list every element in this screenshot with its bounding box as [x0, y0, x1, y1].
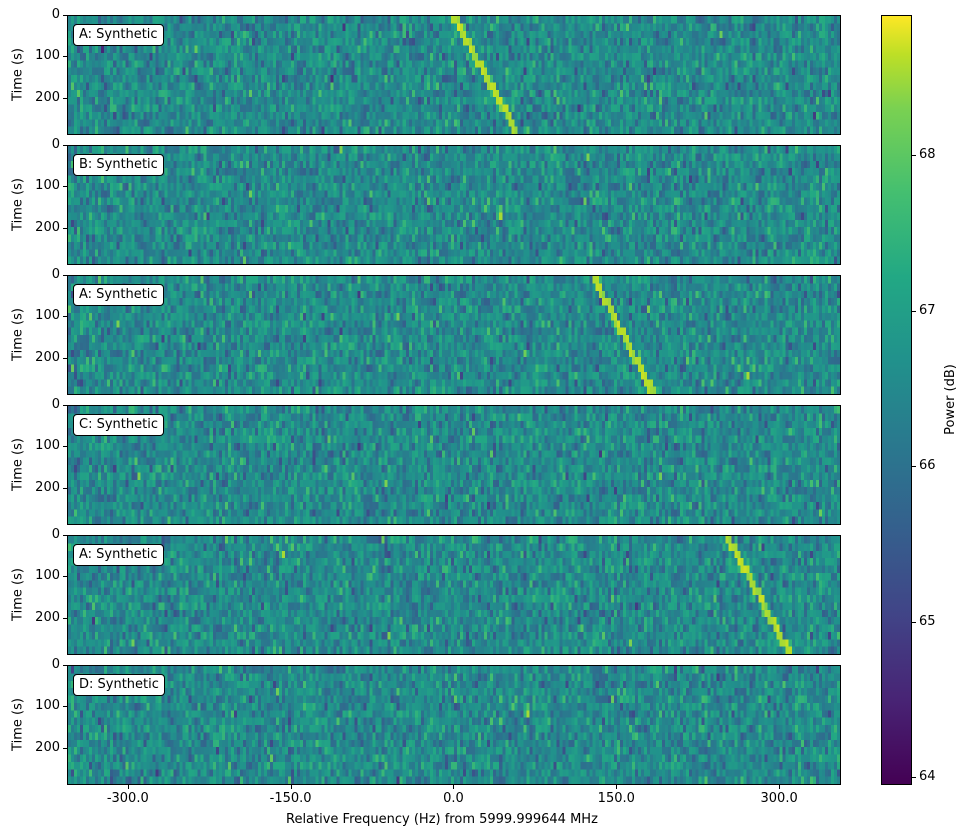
- colorbar-tick-mark: [912, 155, 916, 156]
- y-tick-mark: [63, 665, 67, 666]
- y-tick-mark: [63, 357, 67, 359]
- colorbar-tick-mark: [912, 621, 916, 623]
- waterfall-heatmap: [68, 146, 840, 264]
- x-tick-mark: [616, 785, 618, 789]
- y-tick-mark: [63, 145, 67, 146]
- panel-label: A: Synthetic: [73, 284, 164, 306]
- y-tick-label: 0: [51, 137, 60, 152]
- waterfall-heatmap: [68, 666, 840, 784]
- y-tick-label: 100: [35, 568, 60, 584]
- waterfall-heatmap: [68, 16, 840, 134]
- y-tick-label: 0: [51, 657, 60, 672]
- y-tick-mark: [63, 446, 67, 448]
- panel-label: C: Synthetic: [73, 414, 164, 436]
- y-tick-mark: [63, 227, 67, 229]
- y-tick-mark: [63, 275, 67, 276]
- y-tick-label: 200: [35, 349, 60, 365]
- panel-label: D: Synthetic: [73, 674, 165, 696]
- x-tick-mark: [453, 785, 455, 789]
- colorbar-tick-mark: [912, 777, 916, 779]
- x-tick-label: -150.0: [269, 791, 312, 806]
- y-tick-mark: [63, 97, 67, 99]
- waterfall-panel: A: Synthetic: [67, 535, 841, 655]
- waterfall-panel: B: Synthetic: [67, 145, 841, 265]
- y-axis-label: Time (s): [10, 178, 26, 231]
- y-tick-label: 100: [35, 308, 60, 324]
- waterfall-panel: C: Synthetic: [67, 405, 841, 525]
- colorbar-tick-label: 66: [919, 458, 936, 474]
- waterfall-panel: A: Synthetic: [67, 275, 841, 395]
- colorbar-tick-label: 67: [919, 302, 936, 318]
- waterfall-heatmap: [68, 406, 840, 524]
- panel-label: A: Synthetic: [73, 24, 164, 46]
- y-tick-label: 100: [35, 698, 60, 714]
- colorbar-tick-label: 65: [919, 613, 936, 629]
- y-axis-label: Time (s): [10, 48, 26, 101]
- y-tick-mark: [63, 576, 67, 578]
- panel-label: B: Synthetic: [73, 154, 164, 176]
- x-tick-mark: [127, 785, 129, 789]
- y-tick-mark: [63, 405, 67, 406]
- colorbar-tick-mark: [912, 310, 916, 312]
- waterfall-heatmap: [68, 276, 840, 394]
- y-axis-label: Time (s): [10, 438, 26, 491]
- y-tick-mark: [63, 15, 67, 16]
- x-tick-label: 300.0: [760, 791, 798, 806]
- colorbar-tick-label: 68: [919, 147, 936, 162]
- y-tick-mark: [63, 487, 67, 489]
- y-tick-label: 200: [35, 609, 60, 625]
- y-tick-label: 200: [35, 89, 60, 105]
- y-axis-label: Time (s): [10, 698, 26, 751]
- y-tick-label: 100: [35, 438, 60, 454]
- colorbar-tick-label: 64: [919, 769, 936, 785]
- x-tick-mark: [290, 785, 292, 789]
- y-tick-mark: [63, 186, 67, 188]
- y-tick-label: 200: [35, 219, 60, 235]
- y-tick-label: 100: [35, 48, 60, 64]
- y-tick-label: 200: [35, 479, 60, 495]
- y-tick-label: 0: [51, 267, 60, 282]
- y-tick-mark: [63, 535, 67, 536]
- colorbar-label: Power (dB): [942, 364, 958, 435]
- x-tick-label: -300.0: [106, 791, 149, 806]
- y-tick-mark: [63, 706, 67, 708]
- waterfall-heatmap: [68, 536, 840, 654]
- x-axis-label: Relative Frequency (Hz) from 5999.999644…: [286, 812, 598, 827]
- y-axis-label: Time (s): [10, 568, 26, 621]
- x-tick-label: 150.0: [597, 791, 635, 806]
- x-tick-mark: [779, 785, 781, 789]
- y-tick-mark: [63, 316, 67, 318]
- y-tick-label: 0: [51, 7, 60, 22]
- x-tick-label: 0.0: [443, 791, 464, 806]
- y-tick-mark: [63, 747, 67, 749]
- y-axis-label: Time (s): [10, 308, 26, 361]
- panel-label: A: Synthetic: [73, 544, 164, 566]
- y-tick-label: 0: [51, 527, 60, 542]
- colorbar-tick-mark: [912, 466, 916, 468]
- y-tick-label: 0: [51, 397, 60, 412]
- waterfall-panel: A: Synthetic: [67, 15, 841, 135]
- y-tick-label: 200: [35, 739, 60, 755]
- y-tick-mark: [63, 56, 67, 58]
- y-tick-label: 100: [35, 178, 60, 194]
- y-tick-mark: [63, 617, 67, 619]
- waterfall-panel: D: Synthetic: [67, 665, 841, 785]
- colorbar: [881, 15, 912, 785]
